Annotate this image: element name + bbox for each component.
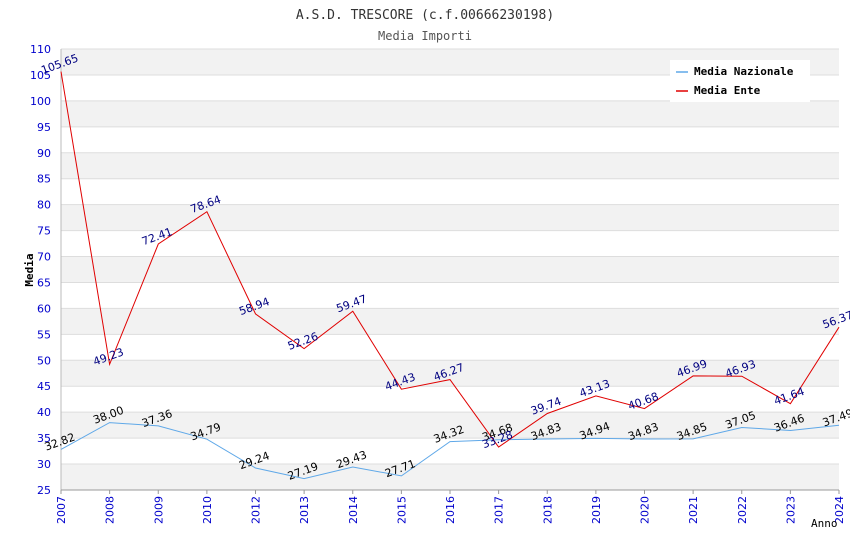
x-tick-label: 2017 bbox=[493, 496, 506, 524]
y-tick-label: 25 bbox=[37, 484, 51, 497]
plot-band bbox=[61, 126, 839, 153]
plot-band bbox=[61, 204, 839, 231]
y-tick-label: 65 bbox=[37, 276, 51, 289]
plot-band bbox=[61, 152, 839, 179]
y-tick-label: 105 bbox=[30, 69, 51, 82]
y-tick-label: 75 bbox=[37, 225, 51, 238]
plot-background bbox=[61, 49, 839, 490]
legend-label-media-nazionale: Media Nazionale bbox=[694, 65, 794, 78]
plot-band bbox=[61, 178, 839, 205]
chart-subtitle: Media Importi bbox=[378, 29, 472, 43]
x-tick-label: 2014 bbox=[347, 496, 360, 524]
legend-box bbox=[670, 60, 810, 102]
plot-band bbox=[61, 438, 839, 465]
y-tick-label: 110 bbox=[30, 43, 51, 56]
y-tick-label: 50 bbox=[37, 354, 51, 367]
x-tick-label: 2021 bbox=[687, 496, 700, 524]
plot-band bbox=[61, 308, 839, 335]
x-tick-label: 2016 bbox=[444, 496, 457, 524]
plot-band bbox=[61, 256, 839, 283]
y-tick-label: 45 bbox=[37, 380, 51, 393]
plot-band bbox=[61, 282, 839, 309]
y-tick-label: 35 bbox=[37, 432, 51, 445]
plot-band bbox=[61, 464, 839, 490]
plot-band bbox=[61, 334, 839, 361]
y-tick-label: 90 bbox=[37, 147, 51, 160]
x-tick-label: 2013 bbox=[298, 496, 311, 524]
chart-title: A.S.D. TRESCORE (c.f.00666230198) bbox=[296, 8, 554, 23]
y-axis-ticks: 25 30 35 40 45 50 55 60 65 70 75 80 85 90 95 100 105 110 bbox=[30, 43, 51, 497]
plot-band bbox=[61, 230, 839, 257]
y-tick-label: 40 bbox=[37, 406, 51, 419]
plot-band bbox=[61, 360, 839, 387]
x-tick-label: 2020 bbox=[639, 496, 652, 524]
x-tick-label: 2019 bbox=[590, 496, 603, 524]
gridlines bbox=[61, 48, 839, 491]
y-tick-label: 70 bbox=[37, 251, 51, 264]
legend-label-media-ente: Media Ente bbox=[694, 84, 761, 97]
legend: Media Nazionale Media Ente bbox=[670, 60, 810, 102]
y-tick-label: 80 bbox=[37, 199, 51, 212]
plot-band bbox=[61, 100, 839, 127]
y-tick-label: 30 bbox=[37, 458, 51, 471]
y-tick-label: 85 bbox=[37, 173, 51, 186]
y-tick-label: 60 bbox=[37, 302, 51, 315]
x-tick-label: 2009 bbox=[152, 496, 165, 524]
y-tick-label: 95 bbox=[37, 121, 51, 134]
y-tick-label: 100 bbox=[30, 95, 51, 108]
y-axis-label: Media bbox=[23, 253, 36, 286]
x-tick-label: 2015 bbox=[395, 496, 408, 524]
x-tick-label: 2010 bbox=[201, 496, 214, 524]
x-axis-label: Anno bbox=[811, 517, 838, 530]
x-axis-ticks: 2007 2008 2009 2010 2012 2013 2014 2015 2016 2017… bbox=[55, 490, 846, 524]
plot-band bbox=[61, 412, 839, 439]
x-tick-label: 2022 bbox=[736, 496, 749, 524]
x-tick-label: 2024 bbox=[833, 496, 846, 524]
x-tick-label: 2007 bbox=[55, 496, 68, 524]
series-line-media-nazionale bbox=[60, 422, 840, 480]
plot-band bbox=[61, 386, 839, 413]
x-tick-label: 2012 bbox=[250, 496, 263, 524]
x-tick-label: 2008 bbox=[104, 496, 117, 524]
x-tick-label: 2018 bbox=[541, 496, 554, 524]
series-lines bbox=[60, 71, 840, 480]
y-tick-label: 55 bbox=[37, 328, 51, 341]
series-line-media-ente bbox=[60, 71, 840, 448]
x-tick-label: 2023 bbox=[784, 496, 797, 524]
